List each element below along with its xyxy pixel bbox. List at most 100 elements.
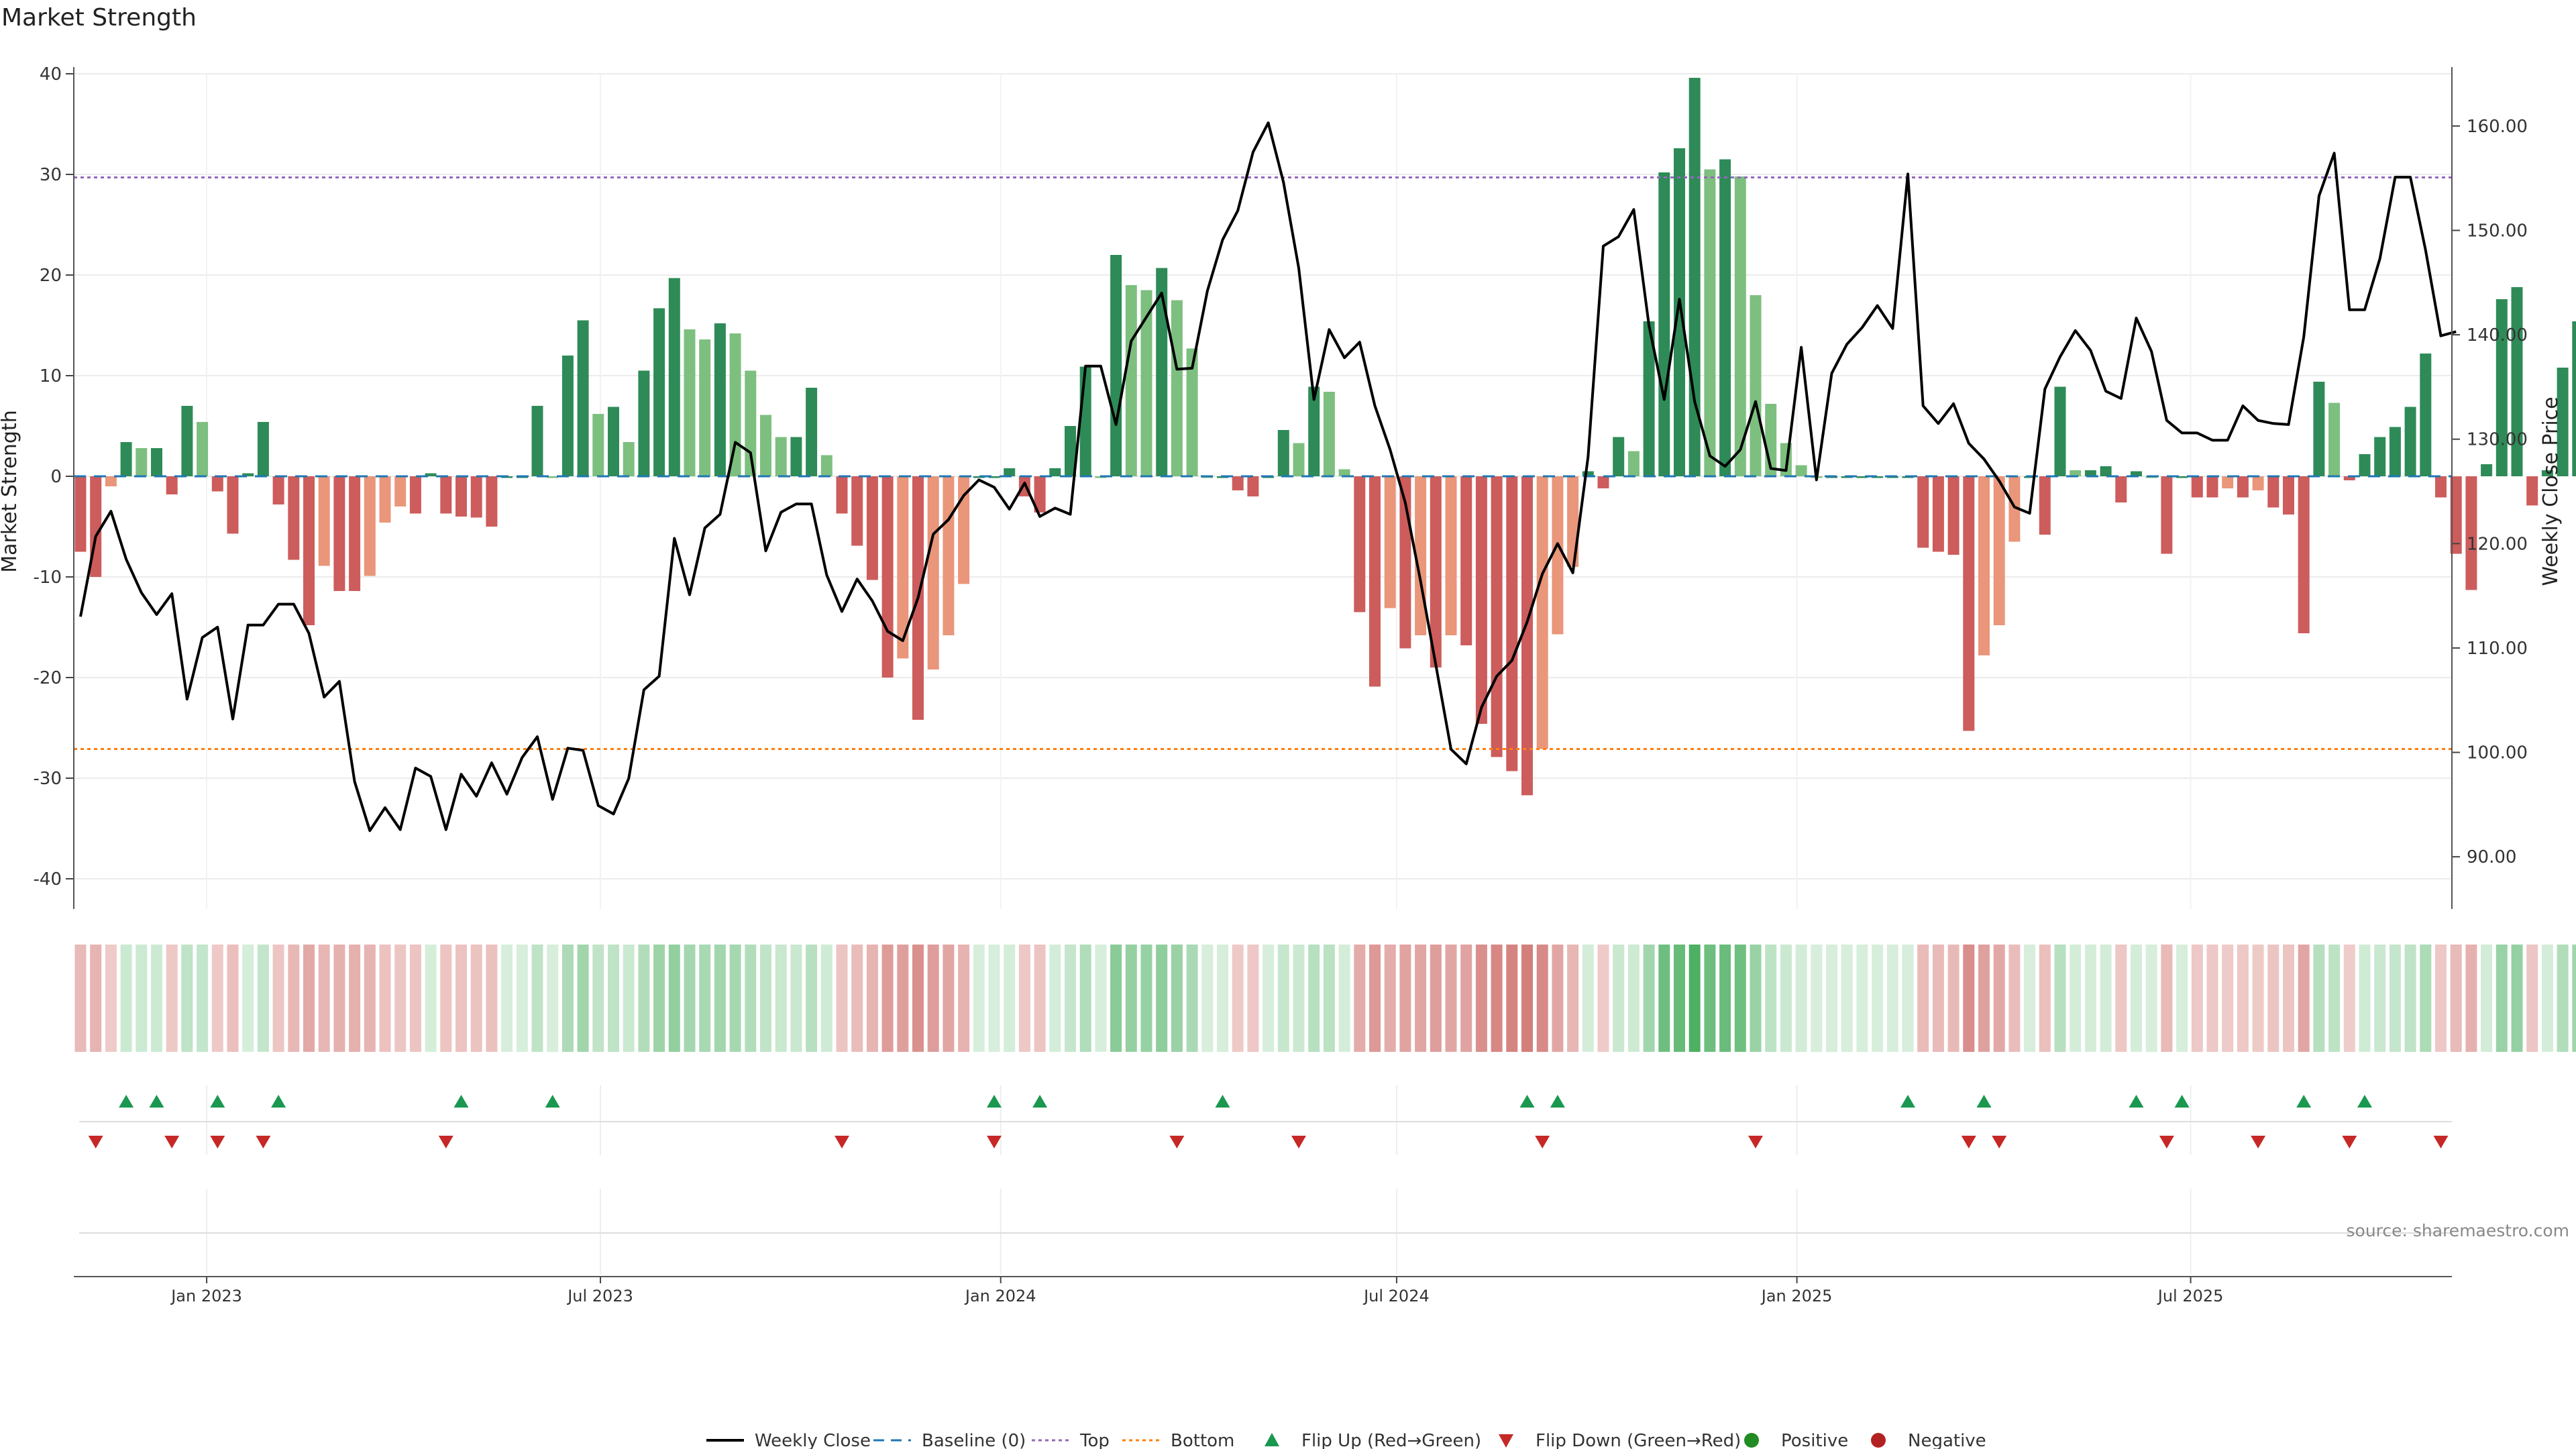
x-tick-label: Jul 2023 <box>566 1287 633 1305</box>
heat-cell <box>1750 945 1762 1052</box>
heat-cell <box>760 945 771 1052</box>
heat-cell <box>151 945 162 1052</box>
legend-label: Top <box>1079 1431 1110 1449</box>
heat-cell <box>851 945 863 1052</box>
legend-item: Bottom <box>1122 1431 1234 1449</box>
heat-cell <box>1688 945 1701 1052</box>
reference-lines <box>74 176 2452 750</box>
strength-bar <box>2176 476 2188 478</box>
strength-bar <box>2541 470 2553 476</box>
heat-cell <box>2557 945 2569 1052</box>
dot-green-icon <box>1744 1433 1759 1448</box>
flip-down-marker <box>2342 1136 2357 1148</box>
strength-bar <box>2252 476 2264 490</box>
strength-bar <box>2359 454 2371 476</box>
heat-cell <box>531 945 543 1052</box>
strength-bar <box>714 323 726 476</box>
heat-cell <box>1460 945 1472 1052</box>
strength-bar <box>1156 268 1168 476</box>
strength-bar <box>1521 476 1533 796</box>
strength-bar <box>1034 476 1046 513</box>
legend-label: Baseline (0) <box>922 1431 1026 1449</box>
strength-bar <box>2267 476 2279 508</box>
flip-up-marker <box>1550 1095 1565 1108</box>
strength-bar <box>2511 287 2523 476</box>
heat-cell <box>242 945 254 1052</box>
flip-down-marker <box>987 1136 1002 1148</box>
strength-bar <box>379 476 391 523</box>
flip-up-marker <box>2357 1095 2372 1108</box>
strength-bar <box>2450 476 2462 554</box>
strength-bar <box>2283 476 2294 515</box>
heat-cell <box>958 945 970 1052</box>
strength-bar <box>1277 430 1289 476</box>
heat-cell <box>1658 945 1670 1052</box>
heat-cell <box>577 945 589 1052</box>
strength-bar <box>820 455 833 476</box>
heat-cell <box>561 945 574 1052</box>
heat-cell <box>227 945 239 1052</box>
heat-cell <box>1491 945 1503 1052</box>
heat-cell <box>1643 945 1655 1052</box>
heat-cell <box>516 945 528 1052</box>
strength-bar <box>729 333 741 476</box>
heat-cell <box>1354 945 1366 1052</box>
heat-cell <box>1902 945 1914 1052</box>
strength-bars <box>74 78 2576 796</box>
x-axis: Jan 2023 Jul 2023 Jan 2024 Jul 2024 Jan 2025… <box>74 1189 2452 1305</box>
legend-label: Flip Down (Green→Red) <box>1536 1431 1741 1449</box>
y-tick-label: 30 <box>40 165 62 185</box>
heat-cell <box>349 945 361 1052</box>
strength-bar <box>760 415 771 476</box>
y-tick-label: -20 <box>34 668 62 688</box>
strength-bar <box>2008 476 2021 542</box>
legend-item: Flip Down (Green→Red) <box>1499 1431 1741 1449</box>
flip-up-marker <box>149 1095 164 1108</box>
triangle-down-icon <box>1499 1434 1513 1448</box>
y2-tick-label: 150.00 <box>2467 221 2528 241</box>
heat-cell <box>1475 945 1487 1052</box>
strength-bar <box>943 476 955 635</box>
heat-cell <box>2145 945 2157 1052</box>
strength-bar <box>181 406 193 476</box>
flip-down-marker <box>164 1136 180 1148</box>
heat-cell <box>623 945 635 1052</box>
heat-cell <box>745 945 757 1052</box>
y-tick-label: 10 <box>40 366 62 386</box>
strength-bar <box>1247 476 1259 496</box>
heat-cell <box>2511 945 2523 1052</box>
heat-cell <box>2070 945 2082 1052</box>
heat-cell <box>1065 945 1076 1052</box>
strength-bar <box>1947 476 1960 555</box>
heat-cell <box>2222 945 2234 1052</box>
legend-label: Flip Up (Red→Green) <box>1301 1431 1481 1449</box>
strength-bar <box>425 473 437 476</box>
heat-cell <box>2465 945 2477 1052</box>
heat-cell <box>592 945 604 1052</box>
strength-bar <box>227 476 239 534</box>
strength-bar <box>364 476 376 576</box>
heat-cell <box>1856 945 1868 1052</box>
heat-cell <box>1247 945 1259 1052</box>
legend-item: Top <box>1032 1431 1110 1449</box>
heat-cell <box>714 945 726 1052</box>
heat-cell <box>2084 945 2096 1052</box>
strength-bar <box>592 414 604 476</box>
heat-cell <box>211 945 223 1052</box>
strength-bar <box>211 476 223 492</box>
flip-down-marker <box>1535 1136 1550 1148</box>
x-tick-label: Jan 2023 <box>170 1287 242 1305</box>
strength-bar <box>608 407 619 476</box>
heat-cell <box>1780 945 1792 1052</box>
heat-cell <box>1917 945 1929 1052</box>
y2-tick-label: 120.00 <box>2467 534 2528 554</box>
heat-cell <box>1993 945 2005 1052</box>
heat-cell <box>74 945 87 1052</box>
strength-bar <box>1065 426 1076 476</box>
strength-bar <box>409 476 421 514</box>
y-tick-label: 0 <box>50 467 62 487</box>
legend-label: Weekly Close <box>755 1431 871 1449</box>
strength-bar <box>1597 476 1609 488</box>
flip-up-marker <box>1900 1095 1915 1108</box>
heat-cell <box>1826 945 1837 1052</box>
